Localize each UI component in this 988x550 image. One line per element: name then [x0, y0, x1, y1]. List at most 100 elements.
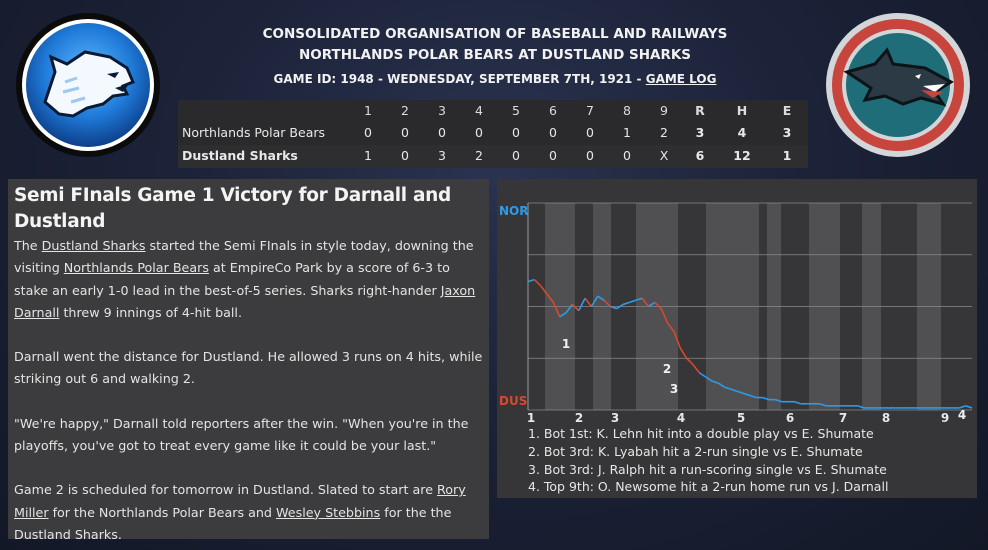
game-header: CONSOLIDATED ORGANISATION OF BASEBALL AN… [180, 24, 810, 89]
win-prob-segment [857, 405, 865, 409]
game-log-link[interactable]: GAME LOG [645, 72, 717, 86]
inning-score: 0 [549, 148, 557, 163]
win-prob-segment [717, 382, 726, 388]
team-link[interactable]: Dustland Sharks [41, 238, 146, 253]
col-header: 6 [549, 103, 557, 118]
inning-score: 2 [660, 125, 668, 140]
col-header: 2 [401, 103, 409, 118]
text: for the Northlands Polar Bears and [48, 504, 276, 520]
event-marker: 3 [670, 382, 678, 396]
key-event: 4. Top 9th: O. Newsome hit a 2-run home … [528, 479, 889, 495]
linescore-row-away: Northlands Polar Bears 0 0 0 0 0 0 0 1 2… [178, 122, 808, 145]
recap-paragraph: Darnall went the distance for Dustland. … [14, 349, 483, 387]
win-prob-segment [724, 386, 732, 391]
win-prob-segment [762, 396, 770, 401]
win-prob-segment [686, 357, 694, 366]
inning-tick-label: 5 [737, 411, 745, 424]
win-prob-segment [641, 297, 650, 307]
inning-score: X [659, 148, 669, 163]
team-axis-label-top: NOR [499, 204, 528, 218]
league-name: CONSOLIDATED ORGANISATION OF BASEBALL AN… [262, 26, 728, 42]
runs-total: 3 [695, 125, 705, 140]
team-name[interactable]: Dustland Sharks [182, 148, 298, 163]
win-prob-segment [559, 312, 567, 318]
win-prob-segment [635, 297, 643, 302]
linescore-row-home: Dustland Sharks 1 0 3 2 0 0 0 0 X 6 12 1 [178, 145, 808, 168]
text: The [14, 238, 42, 253]
win-prob-segment [965, 405, 973, 409]
team-axis-label-bottom: DUS [499, 394, 527, 408]
inning-score: 1 [364, 148, 372, 163]
polar-bear-logo [16, 13, 160, 157]
player-link[interactable]: Jaxon Darnall [14, 282, 476, 320]
win-prob-segment [584, 297, 593, 307]
win-prob-segment [603, 299, 612, 308]
linescore-table: 1 2 3 4 5 6 7 8 9 R H E Northlands Polar… [178, 100, 808, 168]
win-prob-segment [533, 279, 542, 287]
event-marker: 1 [562, 337, 570, 351]
recap-paragraph: The Dustland Sharks started the Semi FIn… [14, 235, 483, 324]
team-link[interactable]: Northlands Polar Bears [63, 260, 209, 276]
win-prob-segment [705, 376, 713, 382]
win-prob-segment [552, 302, 561, 318]
errors-total: 1 [782, 148, 792, 163]
win-prob-segment [616, 303, 624, 310]
text: threw 9 innings of 4-hit ball. [59, 304, 242, 320]
col-header: 3 [438, 103, 446, 118]
recap-headline: Semi FInals Game 1 Victory for Darnall a… [14, 185, 451, 232]
inning-tick-label: 8 [882, 411, 890, 424]
win-prob-segment [610, 305, 618, 310]
win-prob-segment [775, 398, 782, 403]
inning-score: 0 [623, 148, 631, 163]
key-event: 3. Bot 3rd: J. Ralph hit a run-scoring s… [528, 461, 887, 477]
inning-tick-label: 9 [941, 411, 949, 424]
inning-tick-label: 7 [839, 411, 847, 424]
inning-tick-label: 4 [677, 411, 685, 424]
recap-paragraph: "We're happy," Darnall told reporters af… [14, 415, 469, 454]
inning-score: 0 [512, 125, 520, 140]
win-prob-segment [622, 301, 630, 306]
text: Game 2 is scheduled for tomorrow in Dust… [14, 482, 438, 498]
win-prob-segment [648, 301, 656, 308]
player-link[interactable]: Rory Miller [14, 482, 466, 520]
inning-score: 0 [401, 148, 409, 163]
win-prob-segment [590, 295, 599, 307]
team-name[interactable]: Northlands Polar Bears [182, 125, 325, 140]
win-prob-segment [692, 363, 700, 374]
win-prob-segment [527, 278, 535, 283]
linescore-header: 1 2 3 4 5 6 7 8 9 R H E [178, 100, 808, 123]
col-header: 9 [660, 103, 668, 118]
key-event: 1. Bot 1st: K. Lehn hit into a double pl… [528, 426, 874, 441]
col-header-runs: R [695, 103, 705, 118]
inning-tick-label: 6 [786, 411, 794, 424]
text: at EmpireCo Park by a score of 6-3 to st… [14, 260, 450, 298]
event-marker: 2 [663, 362, 671, 376]
key-events-list: 1. Bot 1st: K. Lehn hit into a double pl… [528, 425, 888, 496]
win-prob-segment [698, 372, 707, 378]
win-prob-segment [666, 322, 675, 332]
recap-paragraph: Game 2 is scheduled for tomorrow in Dust… [14, 479, 483, 546]
col-header-errors: E [782, 103, 792, 118]
win-prob-segment [565, 303, 574, 314]
game-info-text: GAME ID: 1948 - WEDNESDAY, SEPTEMBER 7TH… [273, 72, 646, 86]
win-prob-segment [749, 394, 757, 399]
errors-total: 3 [782, 125, 792, 140]
player-link[interactable]: Wesley Stebbins [276, 504, 381, 520]
win-probability-panel: NOR DUS 1 2 3 4 5 6 7 8 9 1 2 3 4 1. Bot 1st: K. Lehn … [497, 179, 977, 498]
hits-total: 4 [737, 125, 747, 140]
win-prob-segment [743, 392, 751, 397]
win-prob-segment [629, 299, 637, 304]
runs-total: 6 [695, 148, 705, 163]
inning-score: 0 [549, 125, 557, 140]
inning-score: 0 [586, 148, 594, 163]
col-header: 7 [586, 103, 594, 118]
win-prob-segment [597, 295, 605, 301]
text: for the the Dustland Sharks. [14, 504, 452, 542]
matchup-title: NORTHLANDS POLAR BEARS AT DUSTLAND SHARK… [298, 47, 692, 63]
inning-tick-label: 3 [611, 411, 619, 424]
inning-score: 0 [586, 125, 594, 140]
win-prob-segment [540, 285, 548, 295]
col-header: 1 [364, 103, 372, 118]
game-recap-panel: Semi FInals Game 1 Victory for Darnall a… [8, 179, 489, 542]
inning-score: 0 [364, 125, 372, 140]
